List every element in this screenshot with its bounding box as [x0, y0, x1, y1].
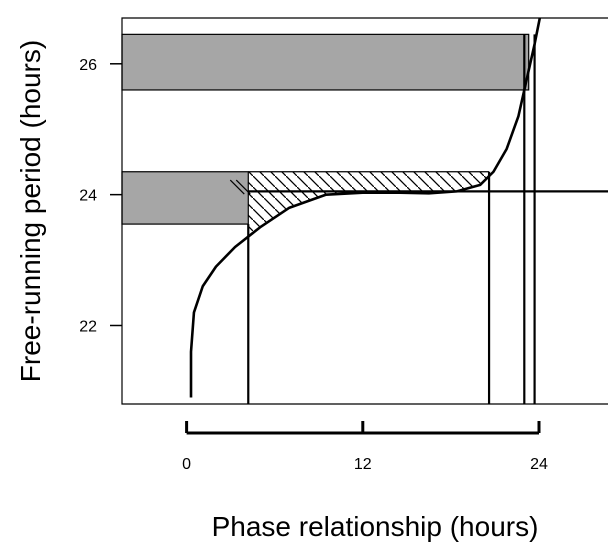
x-tick-label-0: 0: [182, 456, 191, 473]
y-tick-label-24: 24: [79, 188, 97, 205]
hatch-mark: [235, 179, 251, 195]
x-axis-label: Phase relationship (hours): [212, 511, 539, 542]
y-axis: 22 24 26: [79, 57, 122, 335]
y-tick-label-26: 26: [79, 57, 97, 74]
y-axis-label: Free-running period (hours): [15, 40, 46, 382]
hatch-mark: [229, 179, 245, 195]
hatched-region: [229, 171, 490, 237]
x-tick-label-12: 12: [354, 456, 372, 473]
plot-frame: [121, 17, 608, 405]
curve-layer: [189, 18, 542, 398]
x-tick-label-24: 24: [530, 456, 548, 473]
shaded-bar-0: [121, 33, 530, 91]
hatch-fill: [248, 171, 490, 237]
shaded-bars: [121, 33, 530, 225]
shaded-bar-1: [121, 171, 249, 225]
y-tick-label-22: 22: [79, 318, 97, 335]
phase-scale-bar: 0 12 24: [182, 421, 548, 473]
reference-lines: [247, 34, 608, 404]
response-curve: [189, 18, 542, 398]
